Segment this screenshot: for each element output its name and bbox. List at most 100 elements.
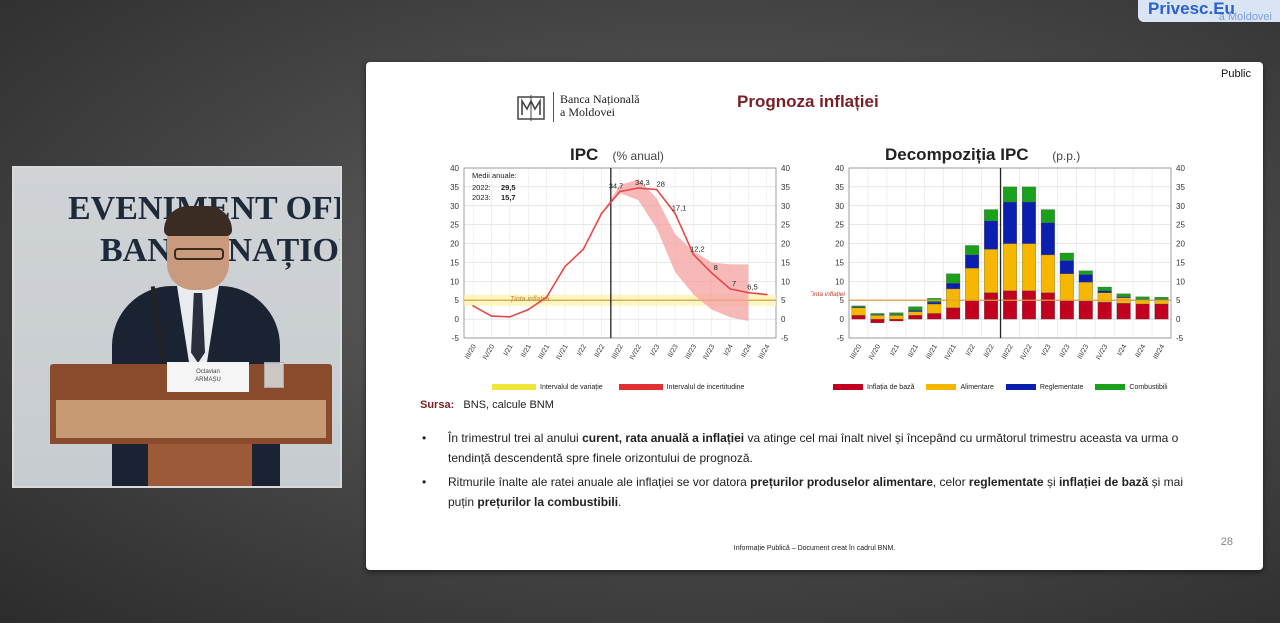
x-tick-label: IV/22 [1019,343,1033,361]
water-glass [264,362,284,388]
y-tick-label-left: 10 [835,277,844,286]
bullet-text-segment: va atinge cel mai înalt nivel și începân… [448,431,1179,465]
y-tick-label-right: 5 [1176,296,1181,305]
legend-item-food: Alimentare [926,384,994,391]
legend-item-regulated: Reglementate [1005,384,1084,391]
speaker-video: EVENIMENT OFI BANCA NAȚIONA Octavian ARM… [12,166,342,488]
x-tick-label: II/22 [594,343,607,358]
stacked-bar-segment [870,315,885,320]
bullet-text-segment: prețurilor la combustibili [477,495,619,509]
stacked-bar-segment [1116,293,1131,297]
speaker-glasses [174,248,224,260]
bullet-text-segment: . [618,495,622,509]
stacked-bar-segment [851,315,866,320]
stacked-bar-segment [1097,301,1112,320]
y-tick-label-right: 20 [1176,240,1185,249]
bank-name: Banca Națională a Moldovei [560,93,640,119]
decomp-chart-title: Decompoziția IPC (p.p.) [885,145,1080,165]
x-tick-label: III/21 [537,343,551,360]
stacked-bar-segment [1059,300,1074,320]
bullet-item: Ritmurile înalte ale ratei anuale ale in… [420,472,1210,512]
stacked-bar-segment [927,303,942,314]
stacked-bar-segment [1097,290,1112,293]
legend-label-core: Inflația de bază [867,384,915,391]
stacked-bar-segment [1003,243,1017,291]
ipc-data-point [692,253,695,256]
x-tick-label: IV/21 [555,343,569,361]
stacked-bar-segment [984,249,999,293]
stacked-bar-segment [908,306,923,311]
legend-label-fuel: Combustibili [1129,384,1168,391]
x-tick-label: II/24 [1134,343,1147,358]
legend-label-variation: Intervalul de variație [540,384,603,391]
y-tick-label-right: 10 [781,277,790,286]
x-tick-label: II/21 [520,343,533,358]
stacked-bar-segment [889,318,904,322]
stacked-bar-segment [1078,300,1093,320]
ipc-title-text: IPC [570,145,599,164]
stacked-bar-segment [1003,290,1017,320]
stacked-bar-segment [1135,296,1150,300]
x-tick-label: IV/20 [868,343,882,361]
y-tick-label-left: 35 [835,183,844,192]
ipc-data-point [600,212,603,215]
y-tick-label-left: 30 [450,202,459,211]
source-label: Sursa: [420,399,455,411]
x-tick-label: I/22 [965,343,977,357]
ipc-data-point [655,188,658,191]
slide-footer: Informație Publică – Document creat în c… [733,545,896,552]
ipc-data-label: 7 [732,279,736,288]
stacked-bar-segment [1059,273,1074,301]
stacked-bar-segment [1154,297,1169,300]
ipc-line-chart: -5 -5 0 0 5 5 10 10 15 15 20 20 25 25 30 30 35 35 40 40 III/… [450,164,790,361]
bullet-text-segment: În trimestrul trei al anului [448,431,583,445]
y-tick-label-right: 0 [1176,315,1181,324]
ipc-data-point [619,190,621,193]
legend-item-variation: Intervalul de variație [492,384,603,391]
y-tick-label-left: 5 [455,296,460,305]
stacked-bar-segment [1059,252,1074,261]
target-label: Ținta inflației [510,296,550,303]
ipc-title-unit: (% anual) [612,149,664,163]
stacked-bar-segment [908,315,923,320]
stacked-bar-segment [965,254,980,269]
nameplate-name: Octavian [196,369,220,375]
stacked-bar-segment [946,307,961,320]
stacked-bar-segment [1040,254,1055,293]
decomp-chart-legend: Inflația de bază Alimentare Reglementate… [833,384,1178,391]
bullet-text-segment: și mai puțin [448,475,1183,509]
stacked-bar-segment [908,311,923,316]
decomp-title-text: Decompoziția IPC [885,145,1029,164]
decomp-title-unit: (p.p.) [1052,149,1081,163]
x-tick-label: III/23 [684,343,698,360]
y-tick-label-left: 35 [450,183,459,192]
y-tick-label-left: -5 [452,334,460,343]
ipc-data-point [582,248,585,251]
ipc-data-point [527,308,530,311]
bullet-item: În trimestrul trei al anului curent, rat… [420,428,1210,468]
ipc-data-point [472,304,475,307]
y-tick-label-right: 15 [1176,258,1185,267]
bullet-text-segment: și [1043,475,1059,489]
x-tick-label: I/22 [576,343,588,357]
y-tick-label-right: 5 [781,296,786,305]
bank-name-line1: Banca Națională [560,92,640,106]
logo-divider [553,92,554,122]
ipc-data-point [674,212,676,215]
y-tick-label-left: 15 [835,258,844,267]
x-tick-label: I/21 [889,343,901,357]
y-tick-label-right: 25 [781,221,790,230]
stacked-bar-segment [1154,303,1169,320]
broadcaster-logo-text: Privesc.Eu [1148,0,1235,18]
legend-label-regulated: Reglementate [1039,384,1084,391]
ipc-data-label: 8 [714,263,718,272]
x-tick-label: III/21 [925,343,939,360]
y-tick-label-left: 25 [450,221,459,230]
stacked-bar-segment [1021,186,1036,203]
stacked-bar-segment [946,273,961,284]
x-tick-label: IV/21 [944,343,958,361]
stacked-bar-segment [946,283,961,290]
x-tick-label: III/22 [1001,343,1015,360]
legend-swatch-food [926,384,957,391]
ipc-data-label: 17,1 [672,203,687,212]
